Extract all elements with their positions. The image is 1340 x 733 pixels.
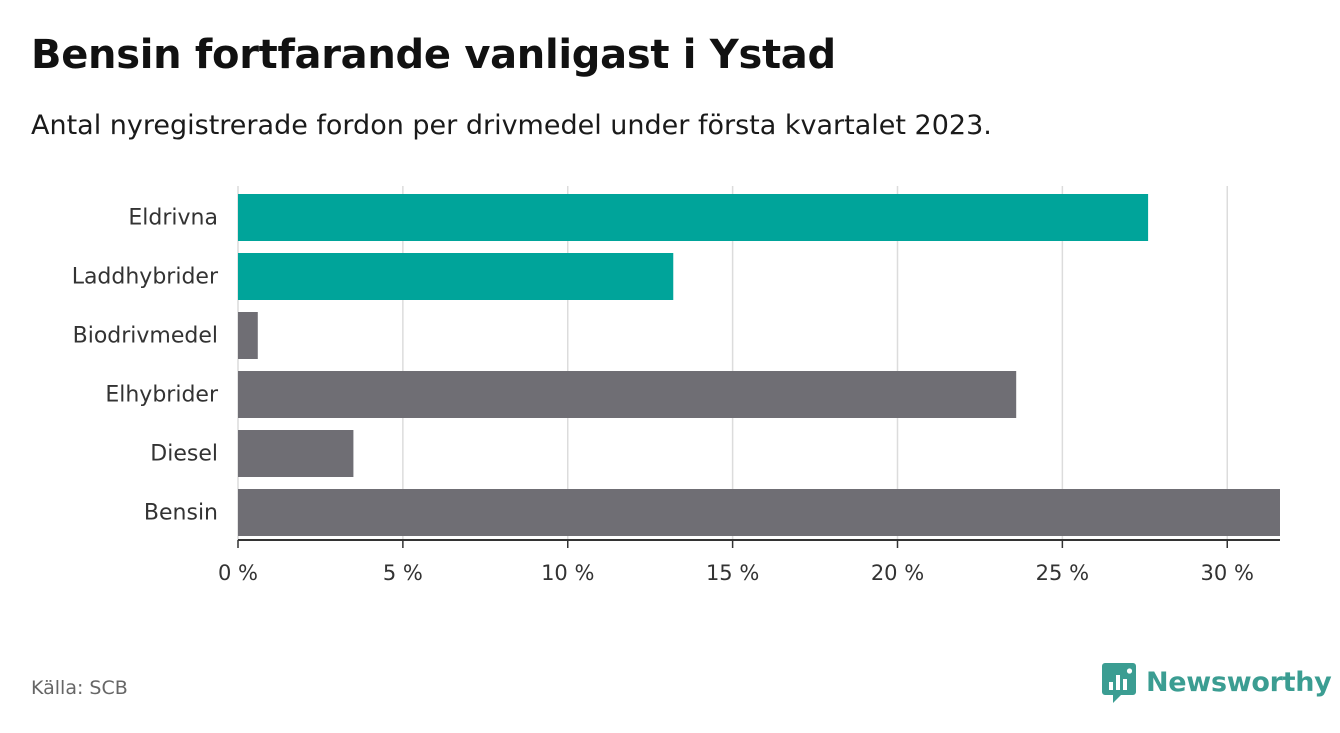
chart-subtitle: Antal nyregistrerade fordon per drivmede… bbox=[31, 110, 992, 141]
x-axis: 0 % 5 % 10 % 15 % 20 % 25 % 30 % bbox=[218, 539, 1280, 585]
brand-name: Newsworthy bbox=[1146, 666, 1332, 698]
x-tick-label: 5 % bbox=[383, 561, 423, 585]
source-note: Källa: SCB bbox=[31, 677, 128, 699]
x-tick-label: 0 % bbox=[218, 561, 258, 585]
category-label: Diesel bbox=[150, 442, 218, 467]
bar bbox=[238, 489, 1280, 536]
grid-lines bbox=[237, 186, 1228, 540]
bars bbox=[238, 194, 1280, 536]
x-tick-label: 20 % bbox=[871, 561, 924, 585]
category-label: Eldrivna bbox=[128, 206, 218, 231]
bar bbox=[238, 194, 1149, 241]
x-tick-label: 15 % bbox=[706, 561, 759, 585]
x-tick-label: 25 % bbox=[1036, 561, 1089, 585]
x-tick-label: 30 % bbox=[1201, 561, 1254, 585]
bar-chart: 0 % 5 % 10 % 15 % 20 % 25 % 30 % Eldrivna Laddh… bbox=[72, 186, 1280, 585]
category-label: Biodrivmedel bbox=[73, 324, 218, 349]
bar bbox=[238, 371, 1017, 418]
category-label: Laddhybrider bbox=[72, 265, 219, 290]
newsworthy-logo-icon bbox=[1102, 663, 1136, 703]
bar bbox=[238, 430, 354, 477]
chart-title: Bensin fortfarande vanligast i Ystad bbox=[31, 32, 836, 78]
bar bbox=[238, 312, 258, 359]
category-label: Elhybrider bbox=[105, 383, 219, 408]
x-tick-label: 10 % bbox=[541, 561, 594, 585]
bar bbox=[238, 253, 674, 300]
category-label: Bensin bbox=[144, 501, 218, 526]
brand-logo: Newsworthy bbox=[1102, 660, 1332, 704]
category-labels: Eldrivna Laddhybrider Biodrivmedel Elhybrid… bbox=[72, 206, 219, 526]
